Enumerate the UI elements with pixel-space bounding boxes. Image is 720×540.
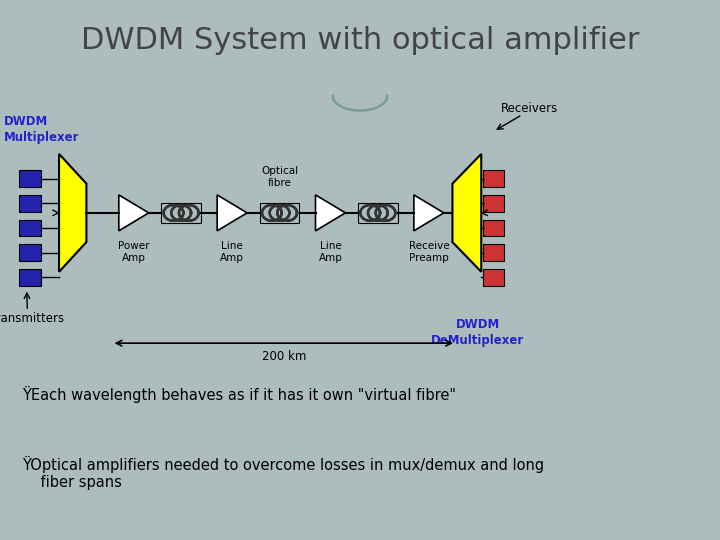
FancyBboxPatch shape <box>358 202 397 223</box>
Text: DWDM
DeMultiplexer: DWDM DeMultiplexer <box>431 319 524 347</box>
Bar <box>19 195 41 212</box>
Text: Receive
Preamp: Receive Preamp <box>408 241 449 262</box>
Bar <box>482 170 504 187</box>
Text: Optical
fibre: Optical fibre <box>261 166 298 187</box>
Text: Receivers: Receivers <box>501 103 558 116</box>
Bar <box>19 220 41 237</box>
FancyBboxPatch shape <box>260 202 300 223</box>
Text: Power
Amp: Power Amp <box>118 241 150 262</box>
Text: DWDM
Multiplexer: DWDM Multiplexer <box>4 114 79 144</box>
Bar <box>482 269 504 286</box>
Bar <box>19 269 41 286</box>
Polygon shape <box>59 154 86 272</box>
Polygon shape <box>452 154 481 272</box>
Text: ŸEach wavelength behaves as if it has it own "virtual fibre": ŸEach wavelength behaves as if it has it… <box>22 386 456 403</box>
Polygon shape <box>315 195 346 231</box>
Polygon shape <box>217 195 247 231</box>
Bar <box>19 244 41 261</box>
Text: Transmitters: Transmitters <box>0 312 64 325</box>
Text: Line
Amp: Line Amp <box>318 241 343 262</box>
Polygon shape <box>414 195 444 231</box>
Text: DWDM System with optical amplifier: DWDM System with optical amplifier <box>81 26 639 55</box>
Bar <box>482 220 504 237</box>
Bar <box>19 170 41 187</box>
Bar <box>482 244 504 261</box>
Text: ŸOptical amplifiers needed to overcome losses in mux/demux and long
    fiber sp: ŸOptical amplifiers needed to overcome l… <box>22 456 544 490</box>
Text: 200 km: 200 km <box>261 350 306 363</box>
Polygon shape <box>119 195 149 231</box>
Text: Line
Amp: Line Amp <box>220 241 244 262</box>
Bar <box>482 195 504 212</box>
FancyBboxPatch shape <box>161 202 201 223</box>
